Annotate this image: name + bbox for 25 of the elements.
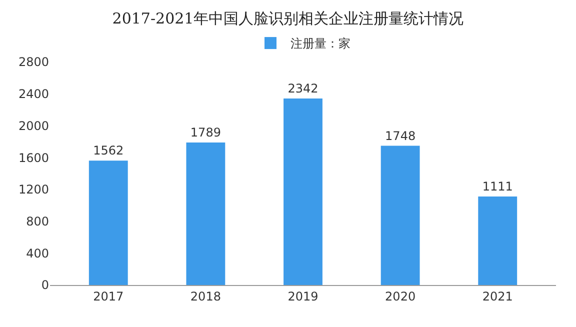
bar [478,196,518,285]
bar [88,160,128,285]
bar [284,98,322,285]
data-label: 1562 [93,144,124,158]
data-label: 2342 [288,81,318,96]
chart-title: 2017-2021年中国人脸识别相关企业注册量统计情况 [112,10,464,28]
x-tick-label: 2017 [93,289,124,304]
y-tick-label: 2000 [18,118,49,133]
y-tick-label: 400 [26,246,49,260]
data-label: 1789 [190,126,221,140]
y-tick-label: 1200 [18,182,49,197]
y-tick-label: 0 [41,278,49,292]
y-tick-label: 1600 [18,150,49,165]
legend-label: 注册量：家 [290,36,350,51]
y-tick-label: 2800 [18,55,49,70]
data-label: 1748 [385,128,416,143]
data-label: 1111 [482,180,513,194]
x-tick-label: 2019 [288,289,318,304]
y-tick-label: 2400 [18,87,49,102]
x-tick-label: 2021 [482,289,513,304]
x-tick-label: 2020 [385,289,416,304]
bar [186,142,226,285]
x-tick-label: 2018 [190,289,221,304]
y-tick-label: 800 [26,214,49,228]
bar [380,146,420,285]
